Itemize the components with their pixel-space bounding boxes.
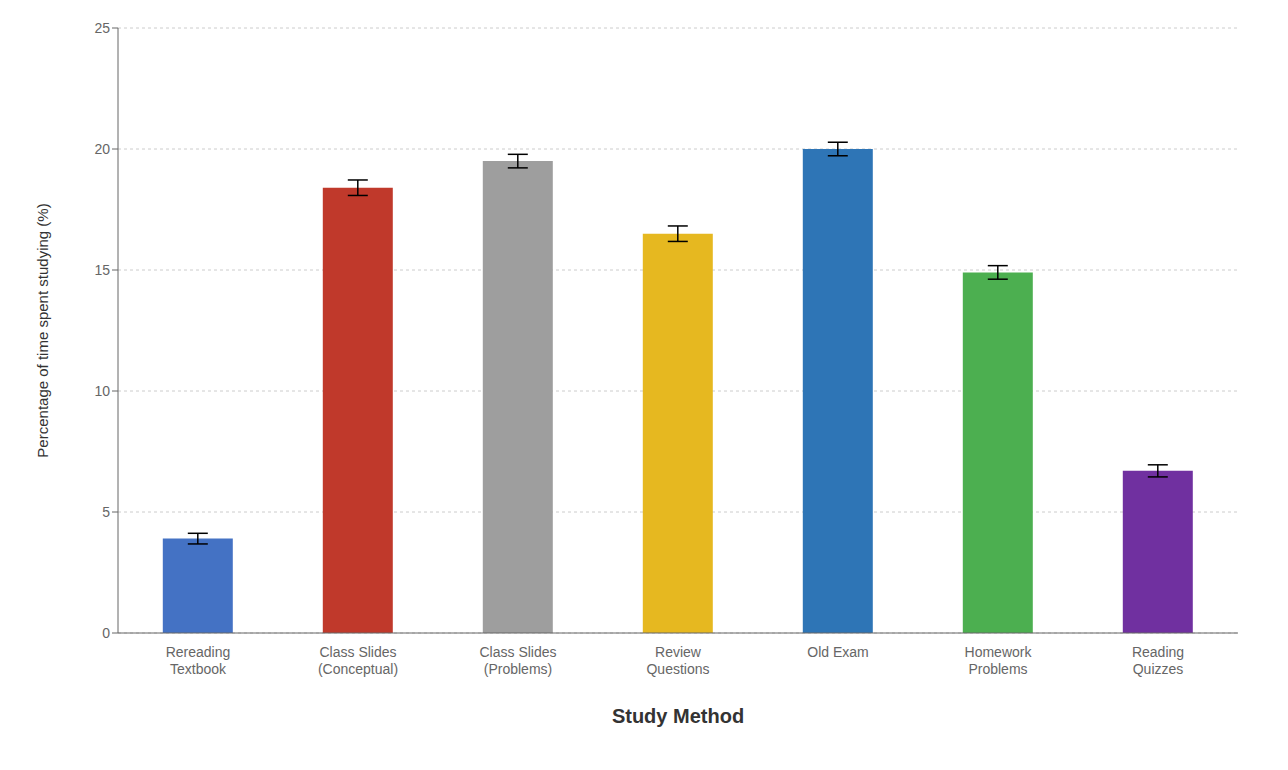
svg-text:25: 25 <box>94 20 110 36</box>
svg-text:15: 15 <box>94 262 110 278</box>
svg-text:Percentage of time spent study: Percentage of time spent studying (%) <box>34 203 51 457</box>
svg-text:0: 0 <box>102 625 110 641</box>
svg-text:RereadingTextbook: RereadingTextbook <box>166 644 231 677</box>
svg-text:Study Method: Study Method <box>612 705 744 727</box>
svg-text:5: 5 <box>102 504 110 520</box>
svg-text:Old Exam: Old Exam <box>807 644 868 660</box>
svg-text:ReviewQuestions: ReviewQuestions <box>646 644 709 677</box>
svg-text:Class Slides(Problems): Class Slides(Problems) <box>479 644 556 677</box>
svg-text:HomeworkProblems: HomeworkProblems <box>965 644 1033 677</box>
svg-text:20: 20 <box>94 141 110 157</box>
svg-text:ReadingQuizzes: ReadingQuizzes <box>1132 644 1184 677</box>
svg-text:Class Slides(Conceptual): Class Slides(Conceptual) <box>318 644 398 677</box>
svg-text:10: 10 <box>94 383 110 399</box>
